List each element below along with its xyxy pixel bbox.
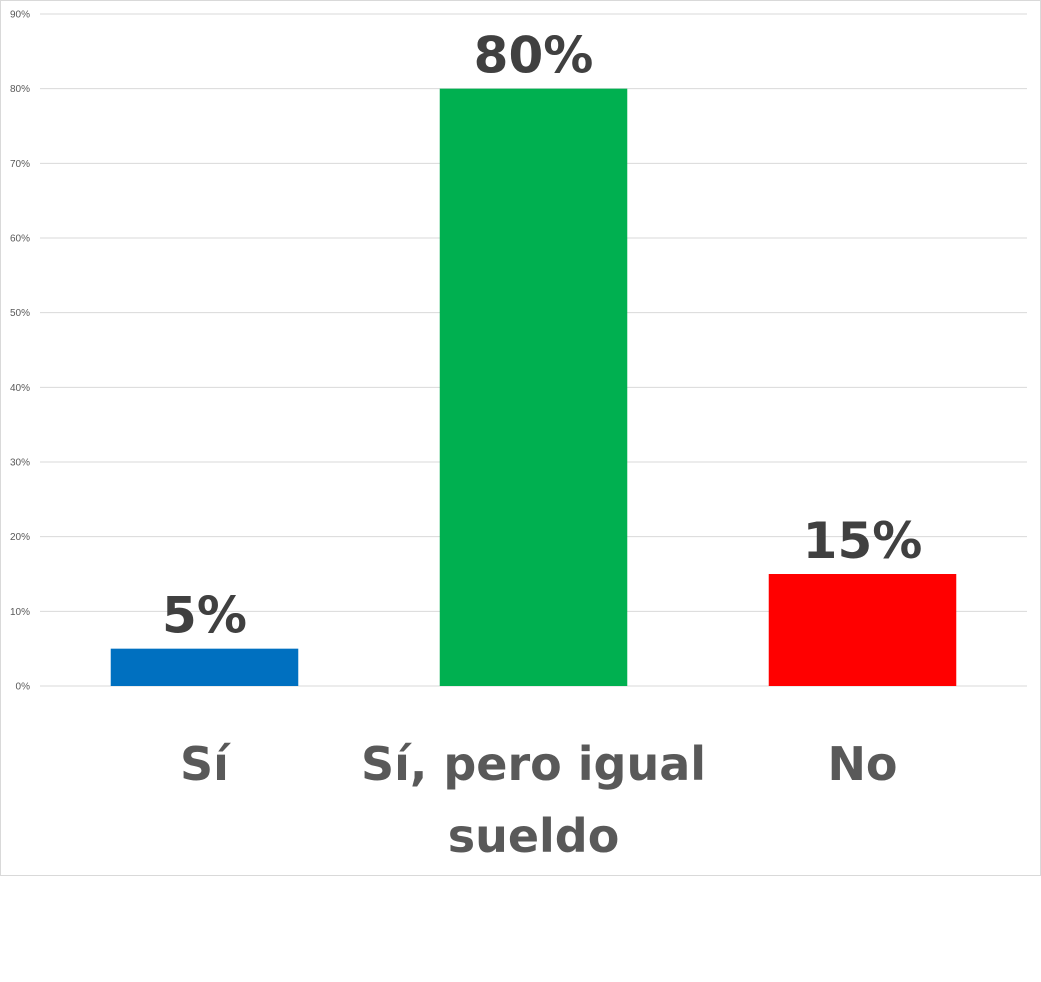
bar — [110, 648, 299, 686]
y-tick-label: 10% — [10, 607, 30, 618]
y-tick-label: 70% — [10, 159, 30, 170]
bar — [768, 574, 957, 686]
category-labels: Sí Sí, pero igual sueldo No — [180, 737, 898, 863]
data-labels: 5% 80% 15% — [162, 27, 922, 645]
y-tick-label: 50% — [10, 308, 30, 319]
y-tick-label: 30% — [10, 458, 30, 469]
bar — [439, 88, 628, 686]
data-label: 15% — [803, 512, 923, 570]
category-label: No — [827, 737, 897, 791]
category-label: Sí, pero igual sueldo — [361, 737, 706, 863]
data-label: 5% — [162, 587, 247, 645]
y-tick-label: 0% — [16, 682, 31, 693]
y-tick-label: 20% — [10, 532, 30, 543]
y-tick-label: 40% — [10, 383, 30, 394]
y-tick-label: 80% — [10, 84, 30, 95]
y-tick-label: 60% — [10, 234, 30, 245]
bars — [110, 88, 957, 686]
data-label: 80% — [474, 27, 594, 85]
y-axis-ticks: 0% 10% 20% 30% 40% 50% 60% 70% 80% 90% — [10, 10, 30, 693]
y-tick-label: 90% — [10, 10, 30, 21]
category-label: Sí — [180, 737, 231, 791]
